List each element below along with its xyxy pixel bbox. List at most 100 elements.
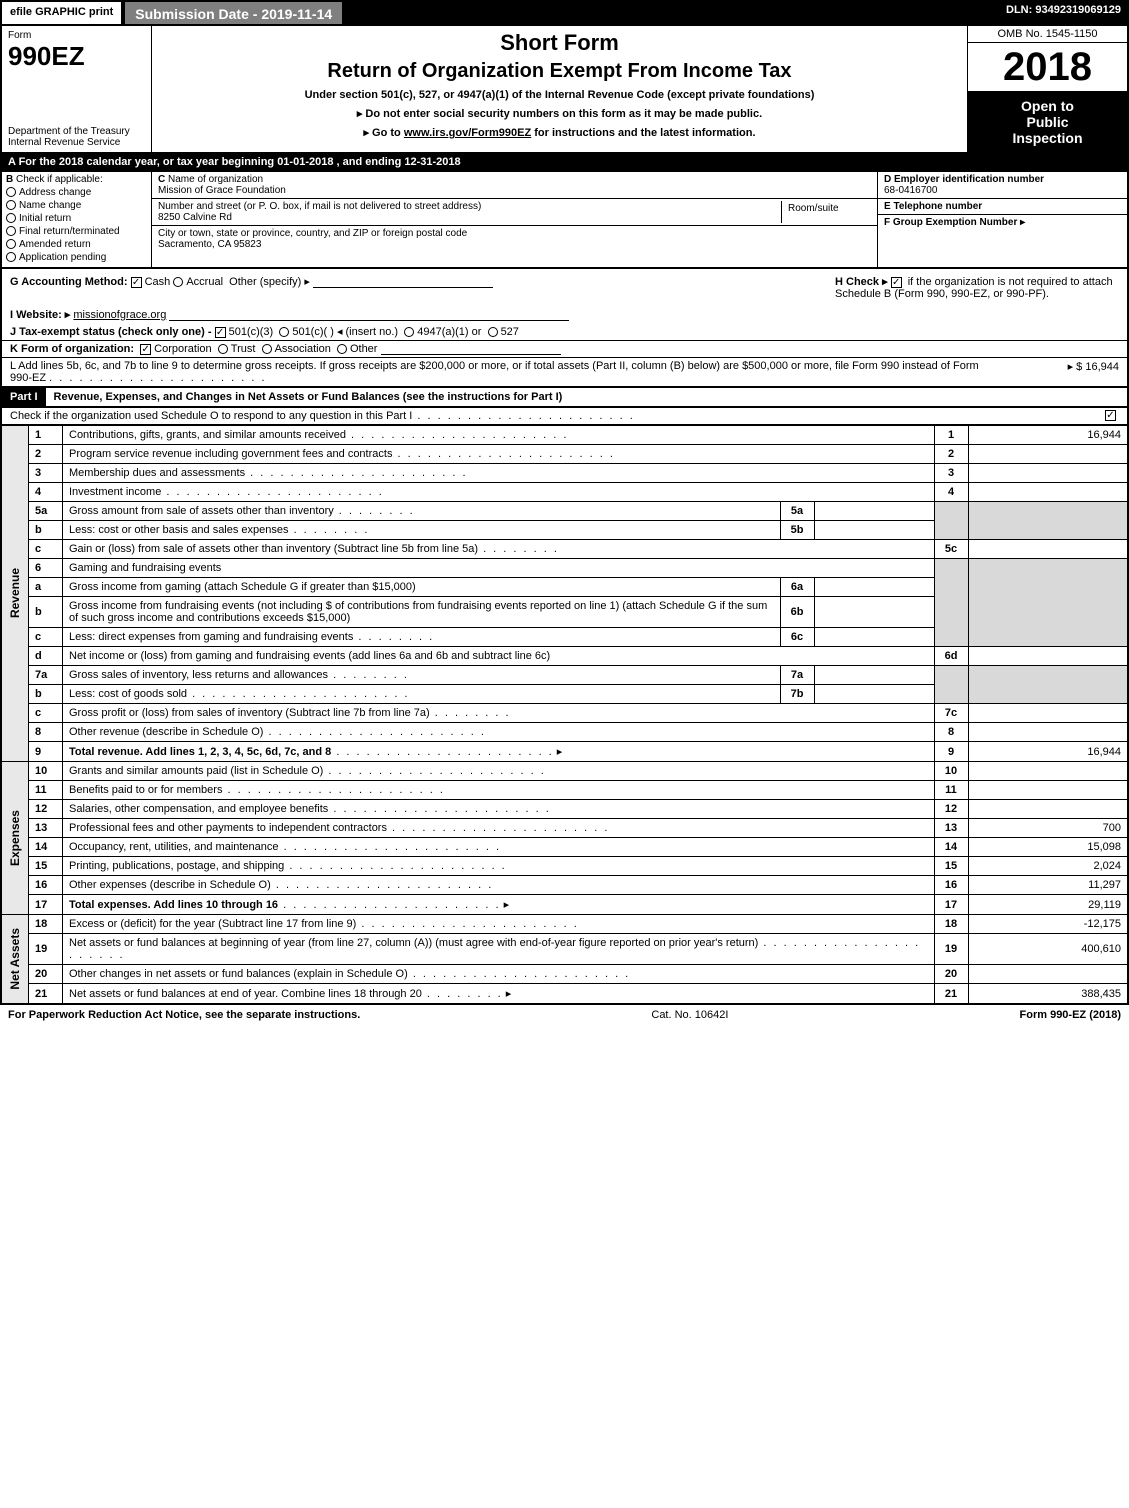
ln18-no: 18	[29, 915, 63, 934]
j-tax-exempt: J Tax-exempt status (check only one) - 5…	[0, 323, 1129, 341]
ln9-num: 9	[934, 742, 968, 762]
chk-other[interactable]	[337, 344, 347, 354]
line-18: Net Assets 18 Excess or (deficit) for th…	[1, 915, 1128, 934]
ln15-num: 15	[934, 857, 968, 876]
j-501c: 501(c)( ) ◂ (insert no.)	[292, 326, 398, 338]
line-7c: c Gross profit or (loss) from sales of i…	[1, 704, 1128, 723]
ln6b-sub: 6b	[780, 597, 814, 628]
ln13-desc: Professional fees and other payments to …	[69, 822, 387, 834]
chk-cash[interactable]	[131, 277, 142, 288]
footer-cat: Cat. No. 10642I	[360, 1009, 1019, 1021]
ln13-num: 13	[934, 819, 968, 838]
ln10-amt	[968, 762, 1128, 781]
k-other-fill[interactable]	[381, 343, 561, 355]
row-org-name: C Name of organization Mission of Grace …	[152, 172, 877, 199]
ln6c-dots	[353, 631, 434, 643]
chk-527[interactable]	[488, 327, 498, 337]
ln18-num: 18	[934, 915, 968, 934]
line-21: 21 Net assets or fund balances at end of…	[1, 984, 1128, 1004]
chk-amended-return[interactable]: Amended return	[6, 239, 147, 250]
i-website: I Website: ▸ missionofgrace.org	[0, 306, 1129, 323]
h-label: H Check ▸	[835, 276, 888, 288]
chk-assoc[interactable]	[262, 344, 272, 354]
chk-501c[interactable]	[279, 327, 289, 337]
c-letter: C	[158, 174, 165, 185]
ln11-desc: Benefits paid to or for members	[69, 784, 222, 796]
k-label: K Form of organization:	[10, 343, 134, 355]
ln2-amt	[968, 445, 1128, 464]
ln14-amt: 15,098	[968, 838, 1128, 857]
line-17: 17 Total expenses. Add lines 10 through …	[1, 895, 1128, 915]
chk-name-change[interactable]: Name change	[6, 200, 147, 211]
l-amount: ▸ $ 16,944	[999, 360, 1119, 384]
ln5b-sub: 5b	[780, 521, 814, 540]
g-other-fill[interactable]	[313, 276, 493, 288]
g-label: G Accounting Method:	[10, 276, 128, 288]
ln3-no: 3	[29, 464, 63, 483]
ln5a-dots	[334, 505, 415, 517]
ln6-desc: Gaming and fundraising events	[63, 559, 935, 578]
i-label: I Website: ▸	[10, 309, 70, 321]
ln6c-desc: Less: direct expenses from gaming and fu…	[69, 631, 353, 643]
ln3-desc: Membership dues and assessments	[69, 467, 245, 479]
line-5c: c Gain or (loss) from sale of assets oth…	[1, 540, 1128, 559]
ln4-dots	[161, 486, 383, 498]
ln6b-desc: Gross income from fundraising events (no…	[69, 600, 767, 624]
h-check: H Check ▸ if the organization is not req…	[827, 269, 1127, 306]
k-corp: Corporation	[154, 343, 211, 355]
ln9-amt: 16,944	[968, 742, 1128, 762]
addr-label: Number and street (or P. O. box, if mail…	[158, 201, 481, 212]
ln20-amt	[968, 965, 1128, 984]
opt-amended: Amended return	[19, 239, 91, 250]
chk-trust[interactable]	[218, 344, 228, 354]
chk-4947[interactable]	[404, 327, 414, 337]
chk-h[interactable]	[891, 277, 902, 288]
chk-address-change[interactable]: Address change	[6, 187, 147, 198]
chk-accrual[interactable]	[173, 277, 183, 287]
part1-header-row: Part I Revenue, Expenses, and Changes in…	[0, 387, 1129, 408]
goto-post: for instructions and the latest informat…	[534, 127, 755, 139]
efile-label[interactable]: efile GRAPHIC print	[0, 0, 123, 26]
ln7c-desc: Gross profit or (loss) from sales of inv…	[69, 707, 430, 719]
p1-dots	[412, 410, 634, 422]
ln7a-subval	[814, 666, 934, 685]
goto-link[interactable]: www.irs.gov/Form990EZ	[404, 127, 531, 139]
chk-application-pending[interactable]: Application pending	[6, 252, 147, 263]
g-cash: Cash	[145, 276, 171, 288]
ln1-amt: 16,944	[968, 426, 1128, 445]
top-bar: efile GRAPHIC print Submission Date - 20…	[0, 0, 1129, 26]
ln1-no: 1	[29, 426, 63, 445]
k-assoc: Association	[275, 343, 331, 355]
sidetab-expenses: Expenses	[1, 762, 29, 915]
line-2: 2 Program service revenue including gove…	[1, 445, 1128, 464]
chk-final-return[interactable]: Final return/terminated	[6, 226, 147, 237]
ln1-desc: Contributions, gifts, grants, and simila…	[69, 429, 346, 441]
f-label: F Group Exemption Number ▸	[884, 217, 1025, 228]
ln8-dots	[263, 726, 485, 738]
j-527: 527	[501, 326, 519, 338]
open1: Open to	[1021, 98, 1074, 114]
chk-501c3[interactable]	[215, 327, 226, 338]
ln7b-dots	[187, 688, 409, 700]
d-ein: D Employer identification number 68-0416…	[878, 172, 1127, 199]
website-link[interactable]: missionofgrace.org	[73, 309, 166, 321]
ln9-no: 9	[29, 742, 63, 762]
chk-schedule-o[interactable]	[1105, 410, 1116, 421]
ln18-desc: Excess or (deficit) for the year (Subtra…	[69, 918, 356, 930]
ln7a-no: 7a	[29, 666, 63, 685]
d-label: D Employer identification number	[884, 174, 1044, 185]
check-if-label: Check if applicable:	[16, 174, 103, 185]
ln13-no: 13	[29, 819, 63, 838]
row-a-calendar-year: A For the 2018 calendar year, or tax yea…	[0, 154, 1129, 172]
chk-initial-return[interactable]: Initial return	[6, 213, 147, 224]
line-10: Expenses 10 Grants and similar amounts p…	[1, 762, 1128, 781]
sidetab-revenue-text: Revenue	[8, 568, 22, 618]
col-c-org-info: C Name of organization Mission of Grace …	[152, 172, 877, 267]
ln21-num: 21	[934, 984, 968, 1004]
ln12-no: 12	[29, 800, 63, 819]
ln21-dots	[422, 988, 503, 1000]
ln3-dots	[245, 467, 467, 479]
chk-corp[interactable]	[140, 344, 151, 355]
l-gross-receipts: L Add lines 5b, 6c, and 7b to line 9 to …	[0, 358, 1129, 387]
under-section: Under section 501(c), 527, or 4947(a)(1)…	[158, 89, 961, 101]
